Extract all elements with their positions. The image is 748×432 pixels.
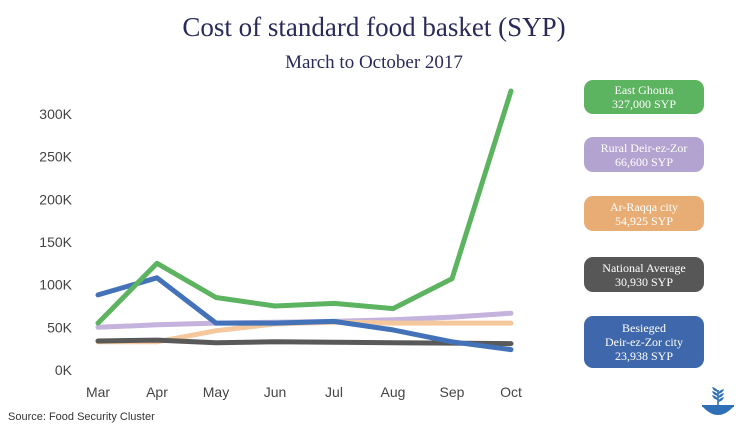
chart-title: Cost of standard food basket (SYP) (182, 12, 566, 42)
y-tick-label: 300K (39, 106, 72, 122)
label-besieged-value: 23,938 SYP (614, 349, 673, 363)
y-tick-label: 250K (39, 149, 72, 165)
source-note: Source: Food Security Cluster (8, 411, 155, 423)
series-line-national-average (95, 337, 514, 347)
label-besieged-name: Besieged (622, 321, 666, 335)
x-tick-label: Sep (440, 384, 465, 400)
x-tick-label: Jul (325, 384, 343, 400)
y-tick-label: 100K (39, 277, 72, 293)
y-tick-label: 50K (47, 319, 73, 335)
y-tick-label: 150K (39, 234, 72, 250)
y-tick-label: 200K (39, 191, 72, 207)
chart-subtitle: March to October 2017 (285, 52, 463, 73)
series-line-east-ghouta (95, 88, 514, 326)
label-box-ar-raqqa-city: Ar-Raqqa city 54,925 SYP (584, 196, 704, 231)
x-tick-label: Oct (500, 384, 522, 400)
wheat-bowl-icon (702, 387, 734, 415)
label-ar-raqqa-city-name: Ar-Raqqa city (609, 199, 679, 214)
x-tick-label: Mar (86, 384, 110, 400)
label-rural-deir-ez-zor-value: 66,600 SYP (614, 154, 673, 169)
label-east-ghouta-value: 327,000 SYP (611, 97, 676, 111)
y-tick-label: 0K (55, 362, 73, 378)
label-ar-raqqa-city-value: 54,925 SYP (614, 213, 673, 228)
x-tick-label: Apr (146, 384, 168, 400)
x-tick-label: Aug (381, 384, 406, 400)
label-box-east-ghouta: East Ghouta 327,000 SYP (584, 80, 704, 114)
label-box-national-average: National Average 30,930 SYP (584, 257, 704, 292)
x-tick-label: Jun (264, 384, 287, 400)
label-national-average-name: National Average (602, 260, 686, 275)
label-rural-deir-ez-zor-name: Rural Deir-ez-Zor (600, 140, 688, 155)
label-national-average-value: 30,930 SYP (614, 274, 673, 289)
label-box-rural-deir-ez-zor: Rural Deir-ez-Zor 66,600 SYP (584, 137, 704, 172)
label-besieged-name-line2: Deir-ez-Zor city (604, 335, 684, 349)
label-east-ghouta-name: East Ghouta (614, 83, 674, 97)
series-line-besieged-deir-ez-zor-city (95, 275, 514, 353)
x-tick-label: May (203, 384, 229, 400)
label-box-besieged-deir-ez-zor-city: Besieged Deir-ez-Zor city 23,938 SYP (584, 316, 704, 368)
